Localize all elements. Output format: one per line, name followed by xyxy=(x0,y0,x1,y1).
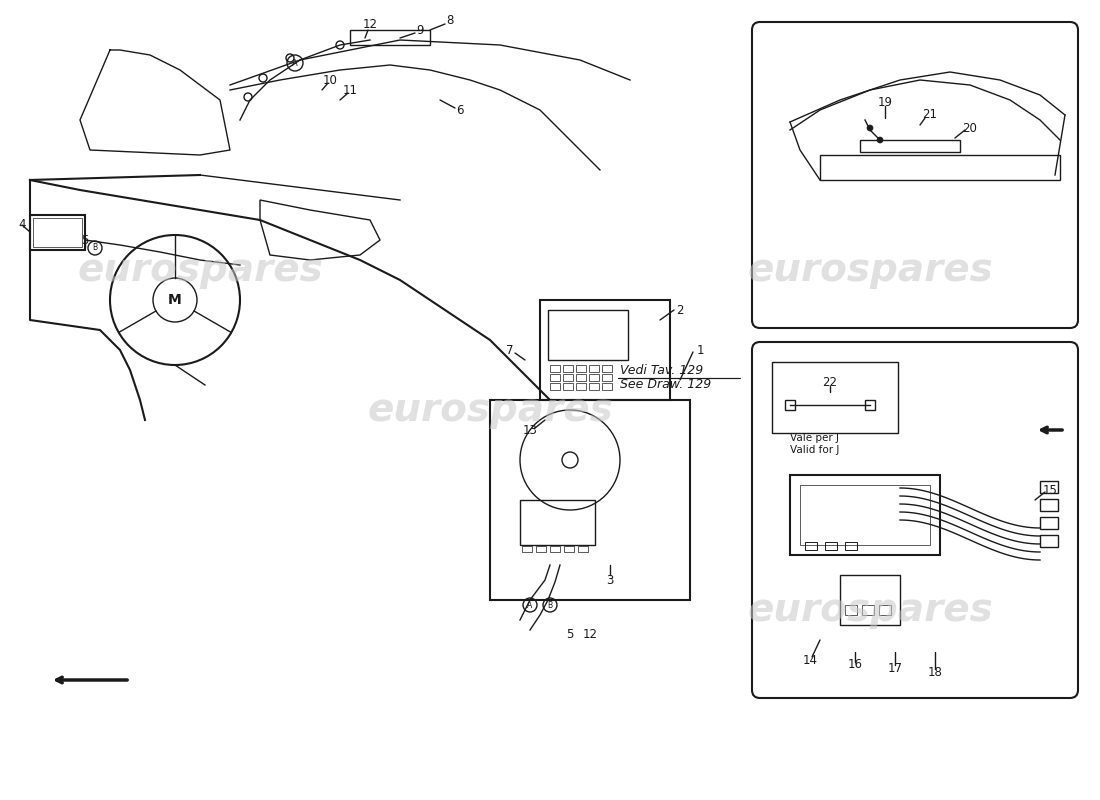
Bar xyxy=(845,542,857,550)
Text: M: M xyxy=(168,293,182,307)
Text: 2: 2 xyxy=(676,303,684,317)
Text: 8: 8 xyxy=(447,14,453,26)
Circle shape xyxy=(877,137,883,143)
Text: 5: 5 xyxy=(566,629,574,642)
Text: 22: 22 xyxy=(823,375,837,389)
Text: 15: 15 xyxy=(1043,483,1057,497)
Text: 4: 4 xyxy=(19,218,25,231)
Circle shape xyxy=(867,125,873,131)
Bar xyxy=(550,374,560,381)
Bar xyxy=(563,383,573,390)
Text: 11: 11 xyxy=(342,83,358,97)
Text: 9: 9 xyxy=(416,23,424,37)
Bar xyxy=(350,30,430,45)
Text: B: B xyxy=(548,601,552,610)
Text: 21: 21 xyxy=(923,109,937,122)
Text: 7: 7 xyxy=(506,343,514,357)
Bar xyxy=(820,155,1060,180)
Bar xyxy=(550,546,560,552)
Bar xyxy=(536,546,546,552)
Bar xyxy=(563,365,573,372)
Text: 6: 6 xyxy=(456,103,464,117)
Bar xyxy=(522,546,532,552)
Bar xyxy=(563,374,573,381)
Bar xyxy=(588,365,600,372)
Text: Vedi Tav. 129: Vedi Tav. 129 xyxy=(620,363,703,377)
Bar xyxy=(550,383,560,390)
Bar xyxy=(865,400,874,410)
Bar xyxy=(588,383,600,390)
Text: B: B xyxy=(92,243,98,253)
Bar xyxy=(862,605,874,615)
Bar xyxy=(845,605,857,615)
Bar xyxy=(576,383,586,390)
Bar xyxy=(602,383,612,390)
Bar xyxy=(520,500,595,545)
Text: Vale per J: Vale per J xyxy=(790,433,839,443)
Text: A: A xyxy=(527,601,532,610)
Text: 14: 14 xyxy=(803,654,817,666)
Bar xyxy=(588,374,600,381)
Text: Valid for J: Valid for J xyxy=(790,445,839,455)
Text: 18: 18 xyxy=(927,666,943,678)
Bar xyxy=(33,218,82,247)
Text: 19: 19 xyxy=(878,95,892,109)
Bar xyxy=(602,365,612,372)
Bar xyxy=(800,485,929,545)
Text: 1: 1 xyxy=(696,343,704,357)
Text: 17: 17 xyxy=(888,662,902,674)
Text: 5: 5 xyxy=(81,234,89,246)
Bar xyxy=(30,215,85,250)
Text: See Draw. 129: See Draw. 129 xyxy=(620,378,712,391)
Bar xyxy=(840,575,900,625)
Bar xyxy=(550,365,560,372)
Text: eurospares: eurospares xyxy=(77,251,323,289)
Bar xyxy=(1040,517,1058,529)
Bar xyxy=(825,542,837,550)
Text: 3: 3 xyxy=(606,574,614,586)
Bar xyxy=(564,546,574,552)
Text: 13: 13 xyxy=(522,423,538,437)
Text: 20: 20 xyxy=(962,122,978,134)
Text: 12: 12 xyxy=(583,629,597,642)
Text: eurospares: eurospares xyxy=(367,391,613,429)
Bar xyxy=(576,365,586,372)
Text: A: A xyxy=(293,58,298,67)
Bar xyxy=(785,400,795,410)
Bar xyxy=(860,140,960,152)
Text: 16: 16 xyxy=(847,658,862,671)
Bar xyxy=(1040,481,1058,493)
Bar xyxy=(576,374,586,381)
Text: eurospares: eurospares xyxy=(747,251,993,289)
Bar xyxy=(548,310,628,360)
Bar xyxy=(1040,499,1058,511)
Bar xyxy=(602,374,612,381)
Bar xyxy=(879,605,891,615)
Bar xyxy=(1040,535,1058,547)
Text: 10: 10 xyxy=(322,74,338,86)
Text: 12: 12 xyxy=(363,18,377,31)
Text: eurospares: eurospares xyxy=(747,591,993,629)
Bar xyxy=(578,546,588,552)
Bar xyxy=(805,542,817,550)
